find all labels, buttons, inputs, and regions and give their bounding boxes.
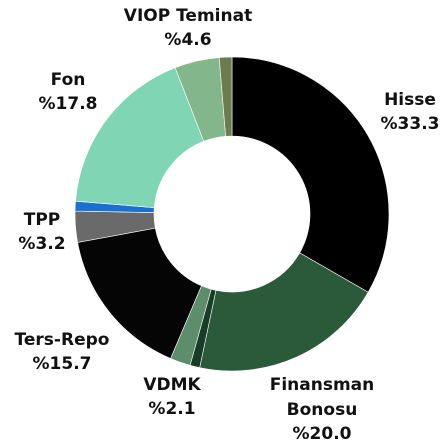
slice-value-label: %4.6 [164,30,212,50]
slice-value-label: %3.2 [18,234,66,254]
slice-label: Ters-Repo [14,330,110,350]
slice-label: VIOP Teminat [123,6,253,26]
slice-label: Finansman Bonosu [269,375,375,420]
slice-label: Fon [50,70,86,90]
slice-value-label: %2.1 [148,399,196,419]
slice-label: TPP [23,210,61,230]
slice-label: VDMK [143,375,201,395]
slice-label: Hisse [384,90,436,110]
donut-slice [199,252,369,372]
donut-slice [75,67,205,208]
donut-slice [218,56,233,137]
donut-slice [231,56,390,293]
slice-value-label: %33.3 [380,114,440,134]
slice-value-label: %20.0 [292,424,352,444]
slice-value-label: %17.8 [38,94,98,114]
slice-value-label: %15.7 [32,354,92,374]
